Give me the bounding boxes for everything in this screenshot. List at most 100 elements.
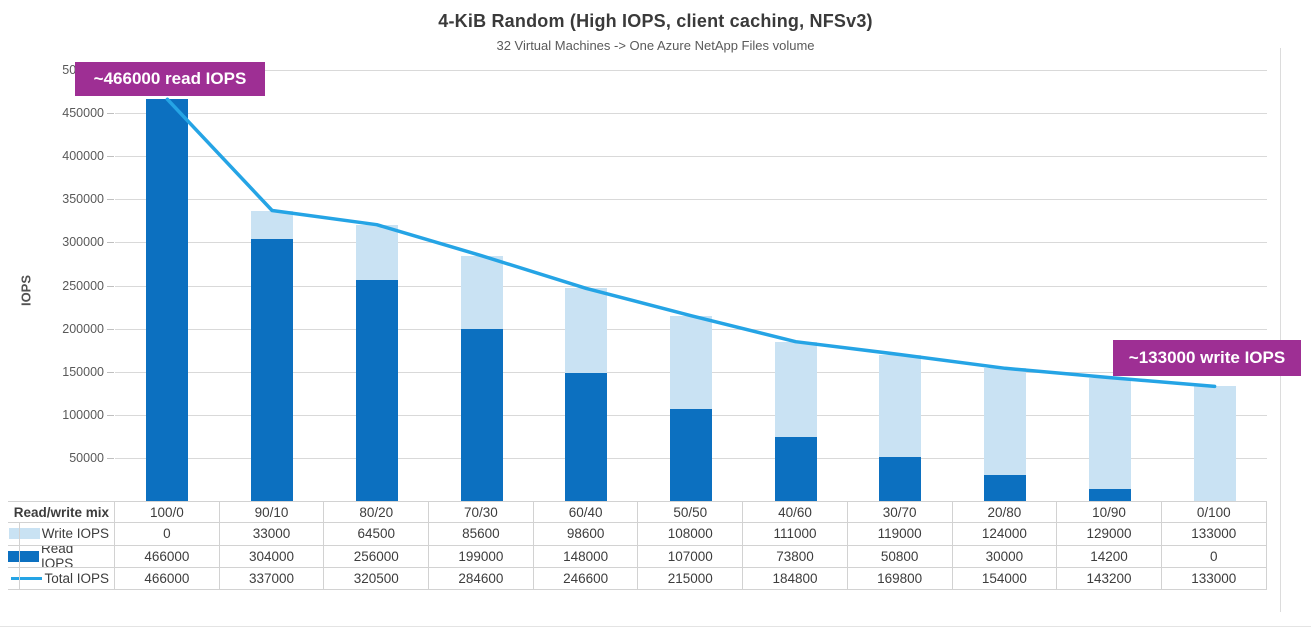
read-iops-bar xyxy=(355,280,398,501)
y-tick-label: 300000 xyxy=(62,235,104,250)
write-iops-bar xyxy=(879,354,922,458)
table-value-cell: 0 xyxy=(1161,545,1267,568)
write-iops-bar xyxy=(251,210,294,239)
table-value-cell: 184800 xyxy=(743,567,848,590)
y-tick-label: 450000 xyxy=(62,106,104,121)
chart-title: 4-KiB Random (High IOPS, client caching,… xyxy=(438,11,873,31)
y-tick-label: 50000 xyxy=(69,450,104,465)
read-iops-swatch xyxy=(8,550,39,562)
data-table: Read/write mix 100/0 90/10 80/20 70/30 60/40 5… xyxy=(8,501,1267,590)
y-tick-label: 200000 xyxy=(62,321,104,336)
table-category-cell: 80/20 xyxy=(324,501,430,524)
write-iops-bar xyxy=(1088,377,1131,489)
table-value-cell: 215000 xyxy=(638,567,744,590)
read-iops-bar xyxy=(1088,488,1131,501)
write-iops-bar xyxy=(1193,386,1236,501)
table-category-cell: 30/70 xyxy=(847,501,953,524)
table-value-cell: 199000 xyxy=(429,545,534,568)
table-value-cell: 148000 xyxy=(533,545,639,568)
y-axis-label: IOPS xyxy=(18,274,34,307)
table-value-cell: 85600 xyxy=(429,523,534,546)
series-label-total: Total IOPS xyxy=(44,570,109,586)
table-value-cell: 304000 xyxy=(219,545,325,568)
table-value-cell: 320500 xyxy=(324,567,430,590)
write-iops-bar xyxy=(355,224,398,281)
table-value-cell: 108000 xyxy=(638,523,744,546)
gridline xyxy=(115,199,1267,201)
table-value-cell: 337000 xyxy=(219,567,325,590)
table-value-cell: 246600 xyxy=(533,567,639,590)
y-tick-mark xyxy=(107,414,114,416)
table-value-cell: 33000 xyxy=(219,523,325,546)
read-iops-bar xyxy=(251,238,294,501)
gridline xyxy=(115,156,1267,158)
table-category-cell: 90/10 xyxy=(219,501,325,524)
write-iops-bar xyxy=(984,368,1027,476)
right-divider-line xyxy=(1280,48,1281,612)
table-value-cell: 129000 xyxy=(1057,523,1162,546)
table-category-cell: 50/50 xyxy=(638,501,744,524)
table-value-cell: 256000 xyxy=(324,545,430,568)
y-tick-mark xyxy=(107,199,114,201)
y-tick-mark xyxy=(107,457,114,459)
series-label-write: Write IOPS xyxy=(41,526,109,542)
table-value-cell: 169800 xyxy=(847,567,953,590)
total-iops-line-swatch xyxy=(11,576,43,581)
table-value-cell: 466000 xyxy=(115,545,220,568)
write-iops-bar xyxy=(670,315,712,409)
read-iops-bar xyxy=(774,437,817,501)
table-value-cell: 64500 xyxy=(324,523,430,546)
y-tick-mark xyxy=(107,285,114,287)
table-category-cell: 100/0 xyxy=(115,501,220,524)
read-iops-bar xyxy=(670,408,712,501)
table-value-cell: 143200 xyxy=(1057,567,1162,590)
table-value-cell: 119000 xyxy=(847,523,953,546)
gridline xyxy=(115,70,1267,71)
y-tick-mark xyxy=(107,242,114,244)
series-label-read: Read IOPS xyxy=(41,545,74,568)
y-tick-label: 150000 xyxy=(62,364,104,379)
read-iops-annotation: ~466000 read IOPS xyxy=(75,62,265,96)
table-value-cell: 111000 xyxy=(743,523,848,546)
table-category-cell: 0/100 xyxy=(1161,501,1267,524)
table-category-cell: 10/90 xyxy=(1057,501,1162,524)
chart-subtitle: 32 Virtual Machines -> One Azure NetApp … xyxy=(496,38,815,53)
write-iops-bar xyxy=(565,288,608,374)
y-tick-mark xyxy=(107,328,114,330)
gridline xyxy=(115,113,1267,115)
table-corner-cell: Read/write mix xyxy=(8,501,115,524)
table-value-cell: 98600 xyxy=(533,523,639,546)
table-row-label-total: Total IOPS xyxy=(8,567,115,590)
read-iops-bar xyxy=(146,99,189,501)
read-iops-bar xyxy=(460,329,503,501)
table-value-cell: 154000 xyxy=(952,567,1058,590)
read-iops-bar xyxy=(879,457,922,501)
write-iops-annotation: ~133000 write IOPS xyxy=(1113,340,1301,376)
table-category-cell: 70/30 xyxy=(429,501,534,524)
table-row-label-write: Write IOPS xyxy=(8,523,115,546)
y-tick-label: 250000 xyxy=(62,278,104,293)
read-iops-bar xyxy=(984,475,1027,501)
y-tick-label: 100000 xyxy=(62,407,104,422)
table-row-label-read: Read IOPS xyxy=(8,545,115,568)
y-tick-label: 350000 xyxy=(62,192,104,207)
write-iops-bar xyxy=(460,255,503,330)
table-category-cell: 60/40 xyxy=(533,501,639,524)
table-value-cell: 14200 xyxy=(1057,545,1162,568)
y-tick-mark xyxy=(107,156,114,158)
write-iops-bar xyxy=(774,341,817,438)
table-value-cell: 50800 xyxy=(847,545,953,568)
write-iops-swatch xyxy=(8,528,40,540)
table-value-cell: 133000 xyxy=(1161,567,1267,590)
table-value-cell: 30000 xyxy=(952,545,1058,568)
table-value-cell: 73800 xyxy=(743,545,848,568)
y-tick-mark xyxy=(107,371,114,373)
table-value-cell: 107000 xyxy=(638,545,744,568)
table-value-cell: 133000 xyxy=(1161,523,1267,546)
read-iops-bar xyxy=(565,373,608,501)
table-value-cell: 124000 xyxy=(952,523,1058,546)
table-category-cell: 40/60 xyxy=(743,501,848,524)
table-category-cell: 20/80 xyxy=(952,501,1058,524)
y-tick-label: 400000 xyxy=(62,149,104,164)
